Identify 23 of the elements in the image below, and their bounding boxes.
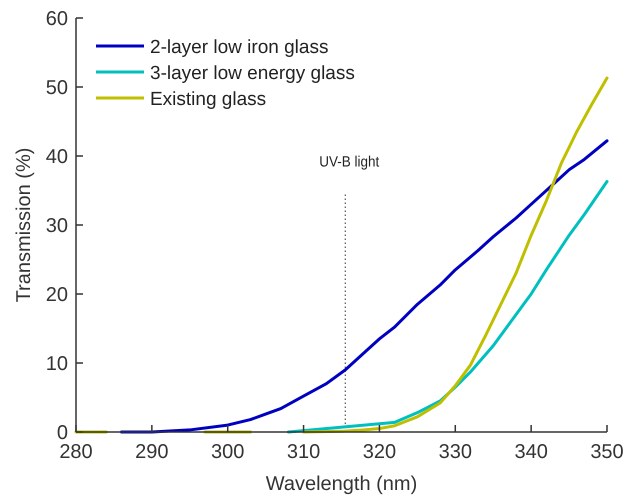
y-tick-label: 50 (46, 77, 68, 99)
y-tick-label: 20 (46, 284, 68, 306)
x-tick-label: 280 (59, 441, 93, 463)
line-series (286, 180, 608, 434)
line-series (120, 139, 608, 434)
x-tick-label: 350 (590, 441, 624, 463)
y-tick-label: 30 (46, 215, 68, 237)
y-tick-label: 60 (46, 8, 68, 30)
x-tick-label: 320 (362, 441, 396, 463)
legend-label: 2-layer low iron glass (150, 37, 328, 58)
x-tick-label: 290 (135, 441, 169, 463)
x-tick-label: 300 (211, 441, 244, 463)
x-tick-label: 330 (438, 441, 472, 463)
legend-label: Existing glass (150, 89, 266, 110)
y-tick-label: 0 (56, 422, 68, 444)
legend-label: 3-layer low energy glass (150, 63, 355, 84)
ref-line-label: UV-B light (319, 154, 380, 171)
x-tick-label: 340 (514, 441, 548, 463)
x-axis-title: Wavelength (nm) (266, 473, 418, 495)
y-tick-label: 40 (46, 146, 68, 168)
y-axis-title: Transmission (%) (13, 148, 35, 302)
y-tick-label: 10 (46, 353, 68, 375)
x-tick-label: 310 (286, 441, 320, 463)
